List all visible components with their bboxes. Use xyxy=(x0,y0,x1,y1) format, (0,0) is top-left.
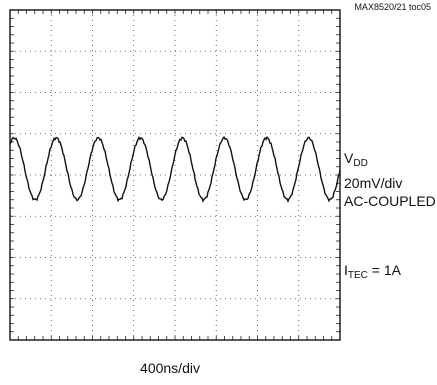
plot-frame xyxy=(9,9,341,341)
timebase-label: 400ns/div xyxy=(140,360,200,376)
scale-label: 20mV/div xyxy=(344,175,403,191)
itec-label: ITEC = 1A xyxy=(344,262,401,281)
vdd-waveform xyxy=(9,135,341,203)
graticule-grid xyxy=(10,10,340,340)
figure-id: MAX8520/21 toc05 xyxy=(354,2,431,12)
coupling-label: AC-COUPLED xyxy=(344,193,436,209)
vdd-label: VDD xyxy=(344,150,368,169)
